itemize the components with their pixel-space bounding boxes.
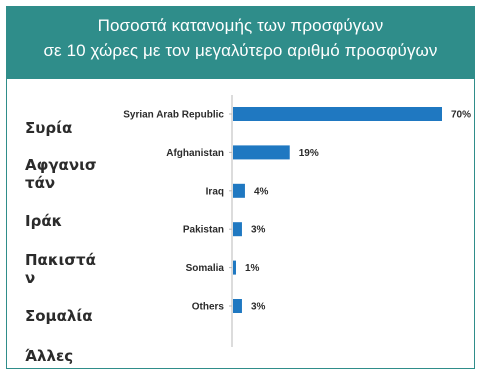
value-label: 3% <box>251 225 266 236</box>
value-label: 3% <box>251 302 266 313</box>
category-label: Iraq <box>206 186 224 197</box>
greek-label-syria: Συρία <box>25 119 73 137</box>
category-label: Syrian Arab Republic <box>123 110 224 121</box>
value-label: 70% <box>451 110 471 121</box>
chart-card: Ποσοστά κατανομής των προσφύγων σε 10 χώ… <box>6 6 475 369</box>
chart-title-line-2: σε 10 χώρες με τον μεγαλύτερο αριθμό προ… <box>43 41 438 60</box>
value-label: 4% <box>254 186 269 197</box>
bar <box>233 183 245 198</box>
greek-label-somalia: Σομαλία <box>25 307 93 325</box>
bar <box>233 299 242 313</box>
greek-label-others: Άλλες <box>25 347 74 365</box>
greek-label-afghanistan: Αφγανισ τάν <box>25 156 97 192</box>
greek-label-iraq: Ιράκ <box>25 212 63 230</box>
bar-chart: Syrian Arab Republic 70% Afghanistan 19% Ira… <box>123 95 471 347</box>
bar <box>233 260 236 275</box>
bar <box>233 222 242 237</box>
chart-header: Ποσοστά κατανομής των προσφύγων σε 10 χώ… <box>7 7 474 79</box>
greek-country-labels: Συρία Αφγανισ τάν Ιράκ Πακιστά ν Σομαλία… <box>7 79 137 369</box>
category-label: Pakistan <box>183 225 224 236</box>
greek-label-pakistan: Πακιστά ν <box>25 251 96 287</box>
category-label: Somalia <box>186 263 225 274</box>
value-label: 19% <box>299 148 319 159</box>
category-label: Afghanistan <box>166 148 224 159</box>
chart-title-line-1: Ποσοστά κατανομής των προσφύγων <box>97 16 384 35</box>
value-label: 1% <box>245 263 260 274</box>
bar <box>233 145 290 160</box>
category-label: Others <box>192 302 225 313</box>
bar <box>233 107 442 121</box>
